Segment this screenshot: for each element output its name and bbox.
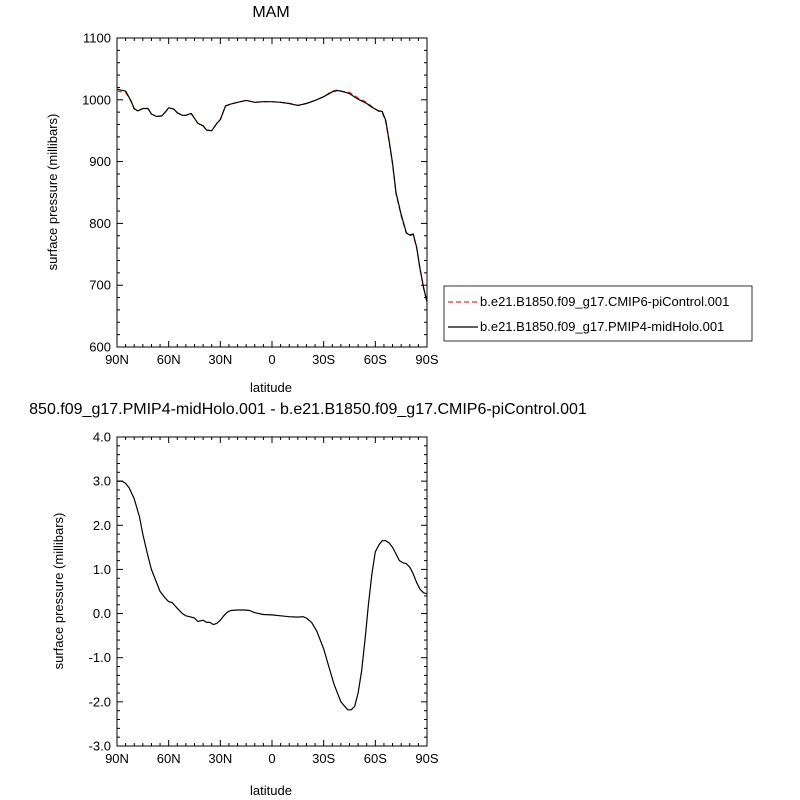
bottom-y-tick-label: 1.0: [93, 562, 111, 577]
top-plot-frame: [116, 37, 428, 348]
bottom-y-tick-label: -1.0: [89, 650, 111, 665]
top-x-axis-label: latitude: [250, 380, 292, 395]
top-y-tick-label: 900: [89, 154, 111, 169]
top-x-tick-label: 30N: [208, 352, 232, 367]
bottom-series-line-0: [117, 480, 428, 711]
legend: b.e21.B1850.f09_g17.CMIP6-piControl.001 …: [443, 285, 753, 342]
bottom-x-axis-label: latitude: [250, 783, 292, 798]
bottom-x-tick-label: 0: [268, 751, 275, 766]
bottom-x-tick-label: 30N: [208, 751, 232, 766]
top-chart-title: MAM: [252, 4, 289, 21]
bottom-y-tick-label: 0.0: [93, 606, 111, 621]
bottom-y-tick-label: 4.0: [93, 430, 111, 445]
bottom-y-tick-label: -3.0: [89, 739, 111, 754]
bottom-y-tick-label: 3.0: [93, 474, 111, 489]
bottom-chart-title: 850.f09_g17.PMIP4-midHolo.001 - b.e21.B1…: [29, 401, 587, 418]
bottom-panel: 850.f09_g17.PMIP4-midHolo.001 - b.e21.B1…: [29, 401, 587, 798]
top-x-ticks: 90N 60N 30N 0 30S 60S 90S: [105, 38, 439, 367]
bottom-x-tick-label: 60N: [157, 751, 181, 766]
top-series-line-1: [116, 88, 428, 303]
bottom-x-tick-label: 60S: [364, 751, 387, 766]
bottom-x-ticks: 90N 60N 30N 0 30S 60S 90S: [105, 437, 439, 766]
bottom-x-tick-label: 30S: [312, 751, 335, 766]
top-series-lines: [116, 88, 428, 303]
top-x-tick-label: 0: [268, 352, 275, 367]
top-y-ticks: 600 700 800 900 1000 1100: [82, 31, 427, 355]
bottom-y-tick-label: 2.0: [93, 518, 111, 533]
top-x-tick-label: 30S: [312, 352, 335, 367]
top-y-tick-label: 1000: [82, 92, 111, 107]
bottom-y-tick-label: -2.0: [89, 694, 111, 709]
top-x-tick-label: 90N: [105, 352, 129, 367]
top-y-tick-label: 600: [89, 340, 111, 355]
top-series-line-0: [116, 89, 428, 303]
legend-label-picontrol: b.e21.B1850.f09_g17.CMIP6-piControl.001: [480, 294, 729, 309]
top-x-tick-label: 60S: [364, 352, 387, 367]
bottom-plot-frame: [116, 436, 428, 747]
top-y-axis-label: surface pressure (millibars): [45, 114, 60, 271]
bottom-y-axis-label: surface pressure (millibars): [51, 513, 66, 670]
legend-frame: [443, 285, 753, 342]
top-x-tick-label: 90S: [415, 352, 438, 367]
bottom-x-tick-label: 90N: [105, 751, 129, 766]
bottom-series-lines: [117, 480, 428, 711]
top-x-tick-label: 60N: [157, 352, 181, 367]
top-y-tick-label: 1100: [83, 31, 111, 46]
legend-label-midholo: b.e21.B1850.f09_g17.PMIP4-midHolo.001: [480, 319, 724, 334]
top-y-tick-label: 800: [89, 216, 111, 231]
bottom-y-ticks: -3.0 -2.0 -1.0 0.0 1.0 2.0 3.0 4.0: [89, 430, 427, 754]
top-y-tick-label: 700: [89, 278, 111, 293]
bottom-x-tick-label: 90S: [415, 751, 438, 766]
